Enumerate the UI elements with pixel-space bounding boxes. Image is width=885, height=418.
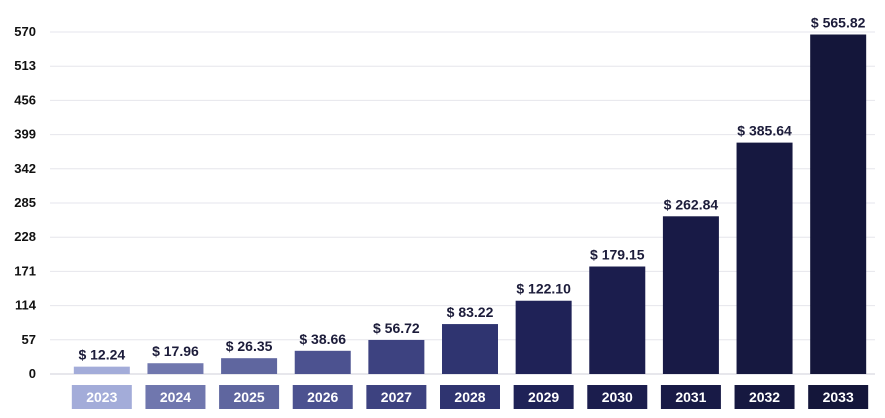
category-box-2031	[660, 385, 721, 409]
category-label-2031: 2031	[675, 389, 706, 405]
category-box-2028	[440, 385, 500, 409]
y-tick-label: 285	[14, 195, 36, 210]
y-tick-label: 399	[14, 127, 36, 142]
bar-2024	[147, 363, 204, 374]
bar-2025	[221, 358, 278, 374]
value-label-2027: $ 56.72	[373, 320, 420, 336]
data-labels: $ 12.24 $ 17.96 $ 26.35 $ 38.66 $ 56.72 $ 83.…	[78, 15, 865, 363]
bar-2032	[736, 142, 793, 374]
category-box-2033	[808, 385, 869, 409]
category-box-2029	[513, 385, 574, 409]
value-label-2030: $ 179.15	[590, 247, 645, 263]
y-axis: 0 57 114 171 228 285 342 399 456 513 570	[14, 24, 36, 381]
category-box-2024	[145, 385, 206, 409]
bar-2028	[442, 324, 498, 374]
category-box-2025	[219, 385, 280, 409]
category-box-2030	[587, 385, 648, 409]
bar-2026	[294, 350, 351, 374]
value-label-2032: $ 385.64	[737, 123, 792, 139]
value-label-2031: $ 262.84	[664, 196, 719, 212]
y-tick-label: 171	[14, 263, 36, 278]
category-label-2024: 2024	[160, 389, 191, 405]
category-label-2033: 2033	[823, 389, 854, 405]
bar-2023	[73, 366, 130, 374]
y-tick-label: 0	[29, 366, 36, 381]
category-label-2026: 2026	[307, 389, 338, 405]
y-tick-label: 513	[14, 58, 36, 73]
y-tick-label: 114	[15, 298, 37, 313]
category-box-2026	[292, 385, 353, 409]
category-label-2025: 2025	[234, 389, 265, 405]
category-label-2029: 2029	[528, 389, 559, 405]
category-label-2023: 2023	[86, 389, 117, 405]
category-label-2032: 2032	[749, 389, 780, 405]
y-tick-label: 228	[14, 229, 36, 244]
y-tick-label: 456	[14, 92, 36, 107]
value-label-2029: $ 122.10	[516, 281, 571, 297]
value-label-2028: $ 83.22	[447, 304, 494, 320]
category-box-2032	[734, 385, 795, 409]
category-label-2028: 2028	[454, 389, 485, 405]
category-label-2030: 2030	[602, 389, 633, 405]
bars	[73, 34, 867, 375]
bar-2029	[515, 300, 572, 374]
category-box-2023	[71, 385, 132, 409]
value-label-2023: $ 12.24	[78, 347, 125, 363]
bar-2027	[368, 339, 425, 374]
y-tick-label: 57	[22, 332, 36, 347]
value-label-2026: $ 38.66	[299, 331, 346, 347]
bar-2031	[662, 216, 719, 374]
category-box-2027	[366, 385, 427, 409]
value-label-2033: $ 565.82	[811, 15, 866, 31]
y-tick-label: 342	[14, 161, 36, 176]
category-label-2027: 2027	[381, 389, 412, 405]
bar-2033	[810, 34, 867, 375]
value-label-2024: $ 17.96	[152, 343, 199, 359]
x-axis: 2023 2024 2025 2026 2027 2028 2029 2030 2031 2032…	[71, 385, 869, 409]
value-label-2025: $ 26.35	[226, 338, 273, 354]
bar-2030	[589, 266, 646, 374]
y-tick-label: 570	[14, 24, 36, 39]
